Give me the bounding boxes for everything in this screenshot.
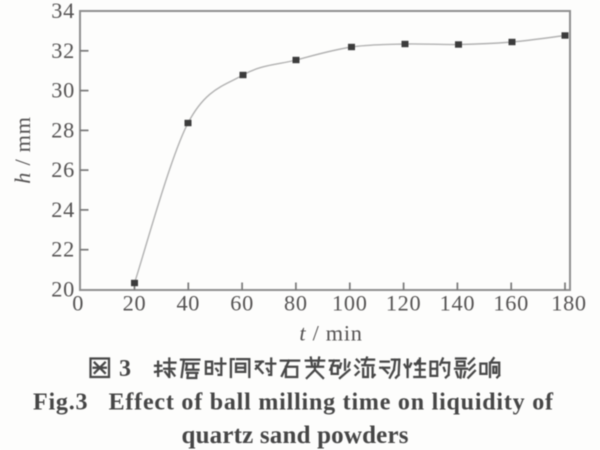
svg-text:quartz sand powders: quartz sand powders xyxy=(182,422,409,449)
svg-text:40: 40 xyxy=(176,291,200,316)
svg-text:h / mm: h / mm xyxy=(10,116,35,183)
svg-text:20: 20 xyxy=(123,291,147,316)
svg-text:100: 100 xyxy=(332,291,368,316)
svg-text:30: 30 xyxy=(51,78,75,103)
svg-text:80: 80 xyxy=(284,291,308,316)
svg-text:3: 3 xyxy=(119,356,131,382)
svg-text:0: 0 xyxy=(72,291,84,316)
svg-text:28: 28 xyxy=(51,117,75,142)
svg-text:32: 32 xyxy=(51,38,75,63)
svg-text:22: 22 xyxy=(51,237,75,262)
svg-text:140: 140 xyxy=(440,291,476,316)
svg-text:Fig.3 Effect of ball milling: Fig.3 Effect of ball milling time on liq… xyxy=(33,390,554,416)
svg-text:24: 24 xyxy=(51,197,75,222)
svg-text:t / min: t / min xyxy=(299,321,362,346)
svg-text:120: 120 xyxy=(386,291,422,316)
svg-text:20: 20 xyxy=(51,277,75,302)
svg-text:34: 34 xyxy=(51,0,75,23)
svg-text:180: 180 xyxy=(551,291,587,316)
svg-text:60: 60 xyxy=(230,291,254,316)
svg-text:26: 26 xyxy=(51,157,75,182)
svg-text:160: 160 xyxy=(493,291,529,316)
